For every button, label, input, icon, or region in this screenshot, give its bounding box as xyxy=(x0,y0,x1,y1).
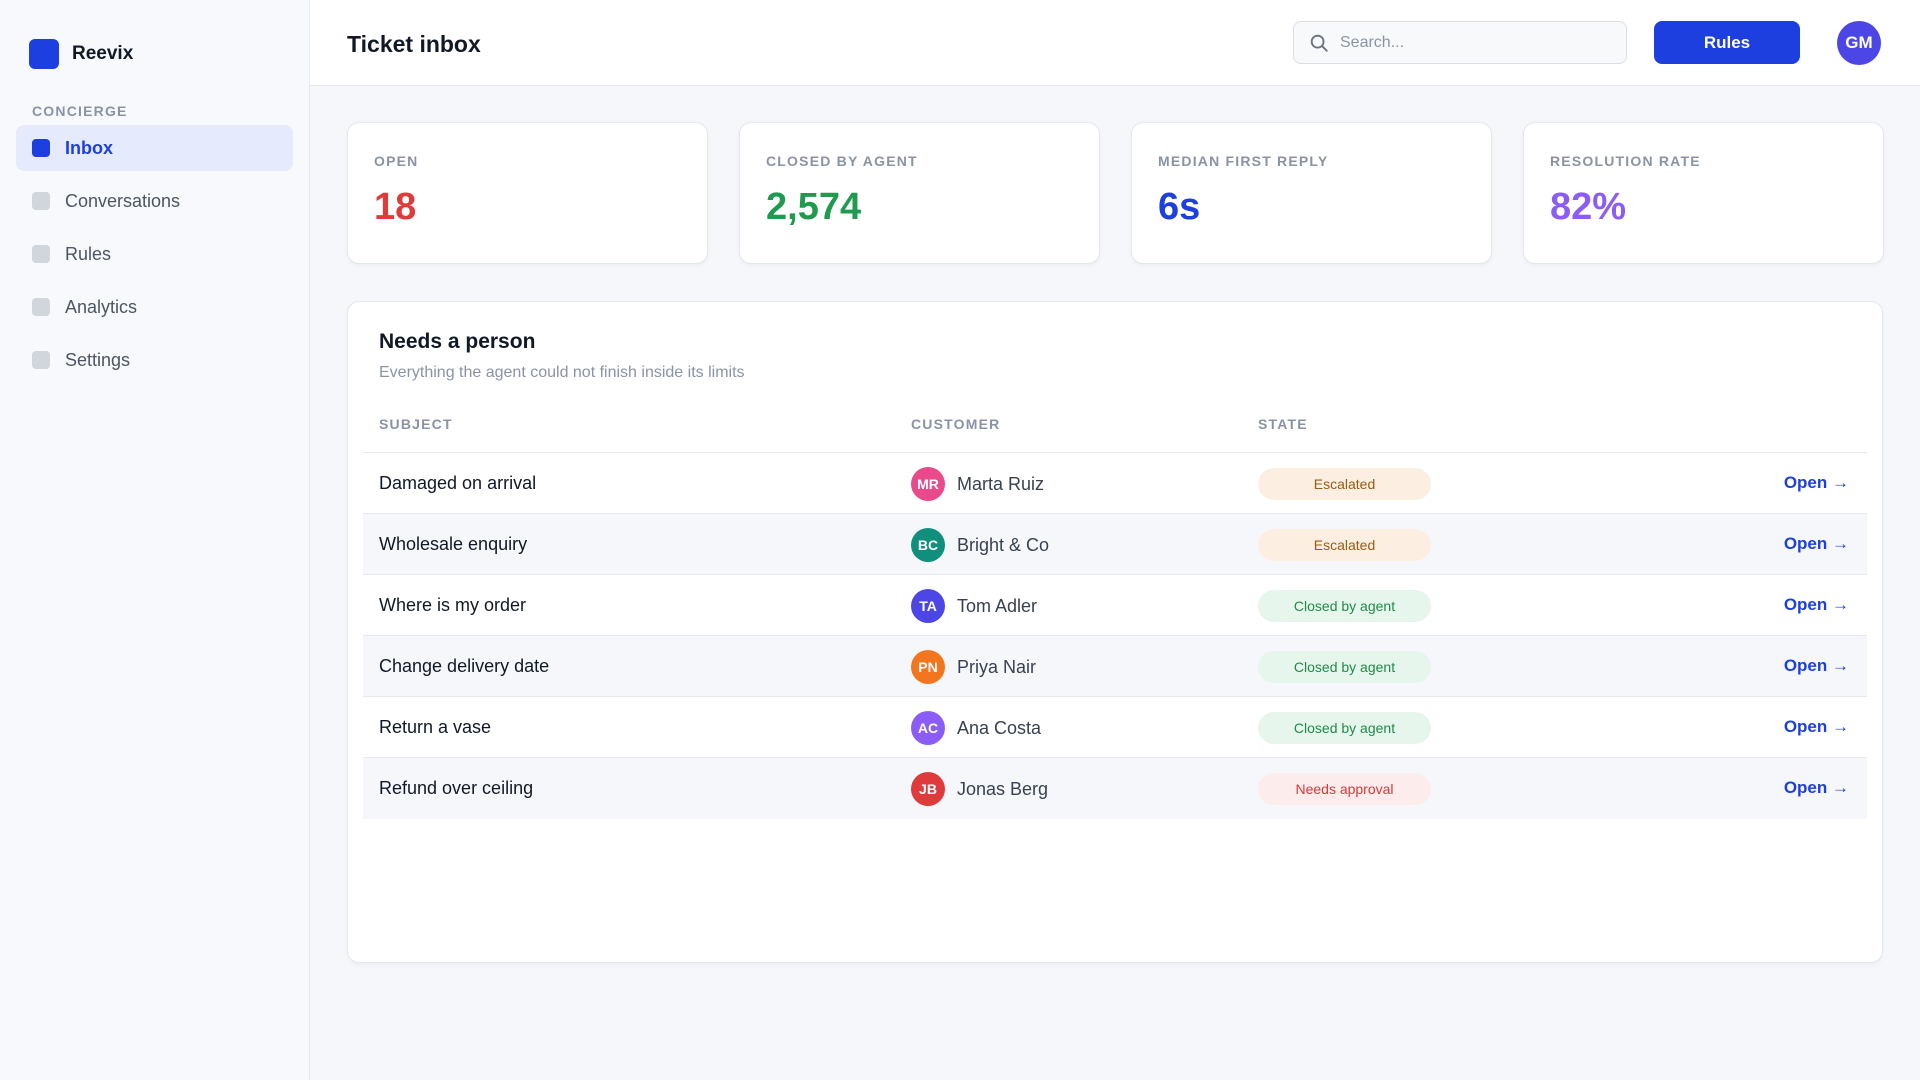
search-icon xyxy=(1310,34,1328,52)
user-avatar[interactable]: GM xyxy=(1837,21,1881,65)
stat-value: 2,574 xyxy=(766,186,862,228)
inbox-icon xyxy=(32,139,50,157)
customer-avatar: MR xyxy=(911,467,945,501)
rules-button[interactable]: Rules xyxy=(1654,21,1800,64)
customer-cell: JB Jonas Berg xyxy=(911,772,1048,806)
stat-label: CLOSED BY AGENT xyxy=(766,153,918,169)
state-badge: Closed by agent xyxy=(1258,651,1431,683)
sidebar-item-label: Inbox xyxy=(65,137,113,158)
sidebar-item-label: Settings xyxy=(65,349,131,370)
stat-value: 6s xyxy=(1158,186,1201,228)
table-row[interactable]: Damaged on arrival MR Marta Ruiz Escalat… xyxy=(363,453,1867,514)
ticket-subject: Where is my order xyxy=(379,595,527,615)
customer-avatar: AC xyxy=(911,711,945,745)
customer-cell: AC Ana Costa xyxy=(911,711,1041,745)
conversations-icon xyxy=(32,192,50,210)
customer-cell: BC Bright & Co xyxy=(911,528,1049,562)
card-subtitle: Everything the agent could not finish in… xyxy=(379,364,745,381)
sidebar-item-inbox[interactable]: Inbox xyxy=(16,125,293,171)
brand-name: Reevix xyxy=(72,43,134,64)
brand[interactable]: Reevix xyxy=(29,39,133,69)
table-header: SUBJECT CUSTOMER STATE xyxy=(363,406,1867,453)
sidebar: Reevix CONCIERGE Inbox Conversations Rul… xyxy=(0,0,310,1080)
stat-card-resolution-rate: RESOLUTION RATE 82% xyxy=(1523,122,1884,264)
stat-card-open: OPEN 18 xyxy=(347,122,708,264)
state-badge: Closed by agent xyxy=(1258,590,1431,622)
page-title: Ticket inbox xyxy=(347,31,481,57)
table-body: Damaged on arrival MR Marta Ruiz Escalat… xyxy=(363,453,1867,819)
sidebar-item-rules[interactable]: Rules xyxy=(16,231,293,277)
ticket-subject: Change delivery date xyxy=(379,656,550,676)
ticket-subject: Damaged on arrival xyxy=(379,473,537,493)
table-row[interactable]: Change delivery date PN Priya Nair Close… xyxy=(363,636,1867,697)
open-ticket-link[interactable]: Open → xyxy=(1783,656,1849,675)
rules-icon xyxy=(32,245,50,263)
open-ticket-link[interactable]: Open → xyxy=(1783,717,1849,736)
card-title: Needs a person xyxy=(379,330,536,353)
analytics-icon xyxy=(32,298,50,316)
customer-avatar: JB xyxy=(911,772,945,806)
customer-name: Jonas Berg xyxy=(957,778,1049,799)
customer-name: Ana Costa xyxy=(957,717,1042,738)
ticket-subject: Return a vase xyxy=(379,717,492,737)
open-ticket-link[interactable]: Open → xyxy=(1783,778,1849,797)
table-row[interactable]: Return a vase AC Ana Costa Closed by age… xyxy=(363,697,1867,758)
top-bar: Ticket inbox Rules GM xyxy=(310,0,1920,86)
table-row[interactable]: Wholesale enquiry BC Bright & Co Escalat… xyxy=(363,514,1867,575)
customer-avatar: TA xyxy=(911,589,945,623)
sidebar-item-label: Conversations xyxy=(65,190,181,211)
settings-icon xyxy=(32,351,50,369)
column-header-state[interactable]: STATE xyxy=(1258,416,1308,432)
customer-name: Priya Nair xyxy=(957,656,1037,677)
customer-name: Tom Adler xyxy=(957,595,1038,616)
sidebar-item-conversations[interactable]: Conversations xyxy=(16,178,293,224)
sidebar-nav: Inbox Conversations Rules Analytics Sett… xyxy=(16,125,293,390)
stat-value: 18 xyxy=(374,186,417,228)
table-row[interactable]: Refund over ceiling JB Jonas Berg Needs … xyxy=(363,758,1867,819)
stat-card-closed-by-agent: CLOSED BY AGENT 2,574 xyxy=(739,122,1100,264)
search-input[interactable] xyxy=(1340,33,1610,52)
sidebar-section-label: CONCIERGE xyxy=(32,103,128,119)
search-box[interactable] xyxy=(1293,21,1627,64)
open-ticket-link[interactable]: Open → xyxy=(1783,473,1849,492)
table-row[interactable]: Where is my order TA Tom Adler Closed by… xyxy=(363,575,1867,636)
stat-card-median-first-reply: MEDIAN FIRST REPLY 6s xyxy=(1131,122,1492,264)
stat-label: OPEN xyxy=(374,153,419,169)
customer-cell: TA Tom Adler xyxy=(911,589,1037,623)
customer-cell: PN Priya Nair xyxy=(911,650,1036,684)
customer-name: Marta Ruiz xyxy=(957,473,1045,494)
customer-avatar: BC xyxy=(911,528,945,562)
stat-value: 82% xyxy=(1550,186,1627,228)
column-header-subject[interactable]: SUBJECT xyxy=(379,416,453,432)
open-ticket-link[interactable]: Open → xyxy=(1783,595,1849,614)
stat-label: MEDIAN FIRST REPLY xyxy=(1158,153,1329,169)
column-header-customer[interactable]: CUSTOMER xyxy=(911,416,1001,432)
ticket-subject: Refund over ceiling xyxy=(379,778,534,798)
sidebar-item-settings[interactable]: Settings xyxy=(16,337,293,383)
customer-cell: MR Marta Ruiz xyxy=(911,467,1044,501)
ticket-subject: Wholesale enquiry xyxy=(379,534,528,554)
state-badge: Escalated xyxy=(1258,529,1431,561)
brand-logo-icon xyxy=(29,39,59,69)
stat-label: RESOLUTION RATE xyxy=(1550,153,1701,169)
state-badge: Closed by agent xyxy=(1258,712,1431,744)
state-badge: Escalated xyxy=(1258,468,1431,500)
customer-avatar: PN xyxy=(911,650,945,684)
sidebar-item-analytics[interactable]: Analytics xyxy=(16,284,293,330)
open-ticket-link[interactable]: Open → xyxy=(1783,534,1849,553)
state-badge: Needs approval xyxy=(1258,773,1431,805)
sidebar-item-label: Rules xyxy=(65,243,112,264)
customer-name: Bright & Co xyxy=(957,534,1050,555)
needs-a-person-card: Needs a person Everything the agent coul… xyxy=(347,301,1883,963)
sidebar-item-label: Analytics xyxy=(65,296,138,317)
